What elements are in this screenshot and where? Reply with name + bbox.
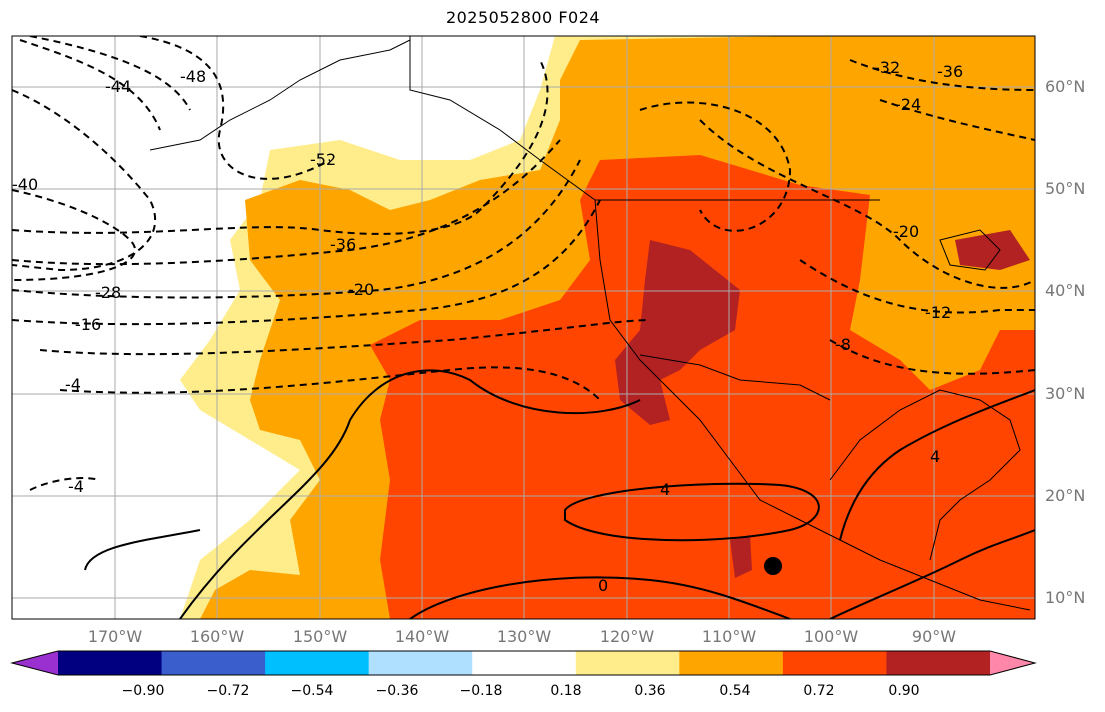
map-plot: -44 -48 -52 -40 -36 -28 -20 -16 -4 -4 -2… bbox=[11, 35, 1036, 620]
border-us-mexico bbox=[639, 354, 831, 401]
colorbar-segment bbox=[265, 651, 370, 675]
lon-label: 120°W bbox=[599, 627, 655, 646]
lat-label: 10°N bbox=[1045, 588, 1086, 607]
colorbar-segment bbox=[886, 651, 991, 675]
contour-label: -20 bbox=[348, 280, 374, 299]
contour-label: 4 bbox=[930, 447, 940, 466]
lon-label: 160°W bbox=[189, 627, 245, 646]
colorbar-segment bbox=[368, 651, 473, 675]
contour-label: -8 bbox=[835, 335, 851, 354]
contour-label: -52 bbox=[310, 150, 336, 169]
lon-label: 100°W bbox=[803, 627, 859, 646]
lat-label: 60°N bbox=[1045, 77, 1086, 96]
contour-label: -32 bbox=[874, 58, 900, 77]
colorbar-extend-max bbox=[990, 651, 1035, 675]
colorbar-extend-min bbox=[12, 651, 58, 675]
colorbar-tick-label: −0.90 bbox=[121, 683, 165, 699]
coastline-westcoast bbox=[409, 36, 1031, 611]
coastline-gulf bbox=[829, 389, 1021, 561]
contour-label: -12 bbox=[925, 303, 951, 322]
lon-label: 110°W bbox=[701, 627, 757, 646]
lon-label: 90°W bbox=[911, 627, 957, 646]
colorbar-tick-label: −0.72 bbox=[206, 683, 250, 699]
coastline-alaska bbox=[149, 39, 411, 151]
colorbar-outline bbox=[10, 650, 1037, 676]
colorbar-segment bbox=[575, 651, 680, 675]
contour-label: -48 bbox=[180, 67, 206, 86]
shade-darkred bbox=[955, 230, 1030, 270]
contour-label: -44 bbox=[105, 77, 131, 96]
shade-darkred bbox=[615, 240, 740, 425]
great-lakes bbox=[939, 229, 1001, 271]
contour-label: -40 bbox=[12, 175, 38, 194]
lat-label: 40°N bbox=[1045, 281, 1086, 300]
contour-label: 4 bbox=[660, 480, 670, 499]
storm-marker bbox=[764, 557, 782, 575]
contour-label: -36 bbox=[937, 62, 963, 81]
colorbar-tick-label: 0.72 bbox=[803, 683, 835, 699]
colorbar-segment bbox=[58, 651, 163, 675]
colorbar bbox=[10, 650, 1037, 676]
contour-label: -16 bbox=[75, 315, 101, 334]
lon-label: 150°W bbox=[292, 627, 348, 646]
colorbar-segment bbox=[679, 651, 784, 675]
colorbar-tick-label: 0.36 bbox=[634, 683, 666, 699]
contour-label: -4 bbox=[65, 375, 81, 394]
lon-label: 170°W bbox=[87, 627, 143, 646]
lon-label: 140°W bbox=[394, 627, 450, 646]
map-title: 2025052800 F024 bbox=[445, 8, 601, 27]
lat-label: 30°N bbox=[1045, 384, 1086, 403]
colorbar-tick-label: 0.54 bbox=[719, 683, 751, 699]
colorbar-tick-label: −0.36 bbox=[375, 683, 419, 699]
lon-label: 130°W bbox=[496, 627, 552, 646]
contour-label: 0 bbox=[598, 576, 608, 595]
contour-label: -24 bbox=[895, 95, 921, 114]
colorbar-segment bbox=[782, 651, 887, 675]
colorbar-tick-label: −0.18 bbox=[459, 683, 503, 699]
contour-label: -36 bbox=[330, 235, 356, 254]
shade-darkred bbox=[730, 535, 752, 578]
colorbar-tick-label: −0.54 bbox=[290, 683, 334, 699]
colorbar-tick-label: 0.18 bbox=[550, 683, 582, 699]
shade-redorange bbox=[370, 155, 1035, 619]
colorbar-segment bbox=[161, 651, 266, 675]
colorbar-tick-label: 0.90 bbox=[888, 683, 920, 699]
contour-label: -28 bbox=[95, 283, 121, 302]
contour-label: -20 bbox=[893, 222, 919, 241]
lat-label: 20°N bbox=[1045, 486, 1086, 505]
colorbar-segment bbox=[472, 651, 577, 675]
contour-label: -4 bbox=[68, 477, 84, 496]
lat-label: 50°N bbox=[1045, 179, 1086, 198]
